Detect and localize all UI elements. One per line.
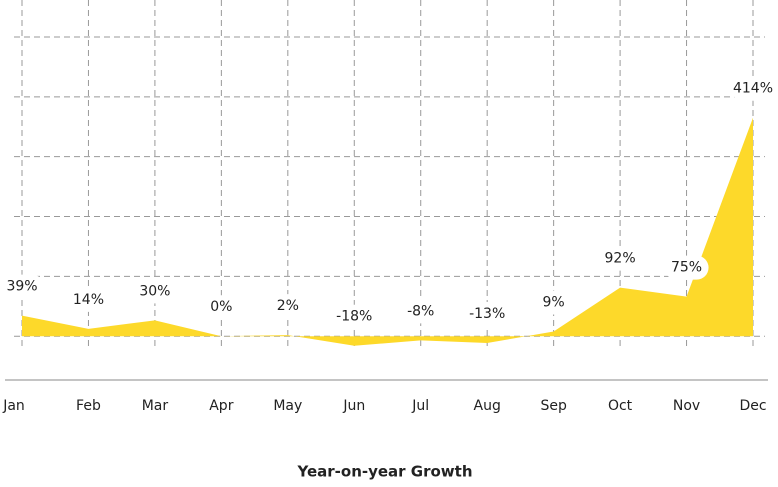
value-label-bg — [265, 294, 310, 319]
x-tick-label: Sep — [540, 398, 567, 414]
value-label-bg — [66, 287, 111, 312]
x-tick-label: Mar — [142, 398, 169, 414]
value-label: 30% — [139, 283, 170, 299]
value-label: 9% — [543, 294, 565, 310]
value-label-bg — [0, 274, 44, 299]
value-label-bg — [598, 246, 643, 271]
value-label: 92% — [605, 251, 636, 267]
value-label-bg — [132, 279, 177, 304]
value-label-bg — [332, 304, 377, 329]
value-label: -18% — [336, 309, 372, 325]
value-label-bg — [465, 302, 510, 327]
x-tick-label: Jul — [411, 398, 429, 414]
value-label: 75% — [671, 260, 702, 276]
x-tick-label: Aug — [474, 398, 501, 414]
value-label-bg — [398, 299, 443, 324]
x-tick-label: Jun — [342, 398, 365, 414]
value-label: 414% — [733, 81, 773, 97]
x-tick-label: Jan — [2, 398, 25, 414]
value-label: 39% — [6, 279, 37, 295]
x-tick-label: Feb — [76, 398, 101, 414]
value-label-bg — [199, 295, 244, 320]
x-tick-label: Apr — [209, 398, 233, 414]
value-label-bg — [731, 76, 775, 101]
x-tick-label: Dec — [739, 398, 766, 414]
chart-title: Year-on-year Growth — [296, 463, 472, 481]
value-label: -13% — [469, 306, 505, 322]
value-label: -8% — [407, 303, 434, 319]
value-label: 14% — [73, 292, 104, 308]
x-tick-label: Oct — [608, 398, 633, 414]
value-label: 0% — [210, 299, 232, 315]
value-label-bg — [531, 290, 576, 315]
x-tick-label: Nov — [673, 398, 700, 414]
x-tick-label: May — [273, 398, 302, 414]
value-label: 2% — [277, 298, 299, 314]
value-label-bg — [664, 255, 709, 280]
area — [22, 117, 753, 346]
